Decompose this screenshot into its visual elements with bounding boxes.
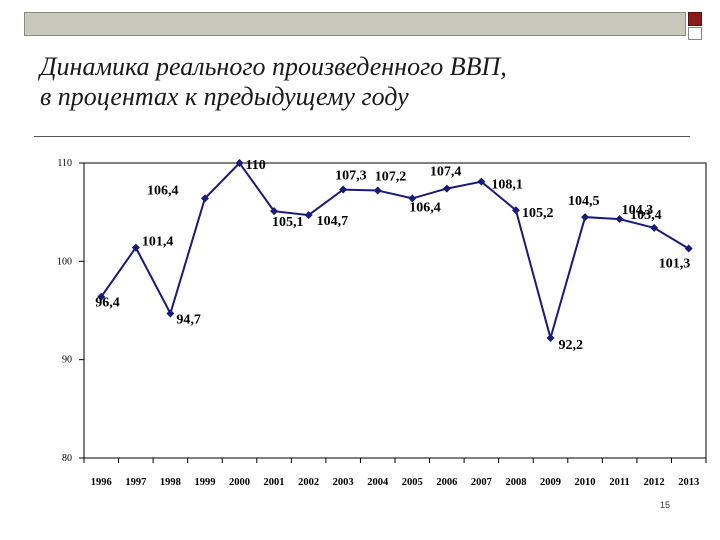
- data-point: [373, 186, 382, 195]
- series-line: [100, 161, 690, 342]
- data-point: [684, 244, 693, 253]
- data-label: 96,4: [95, 296, 120, 311]
- data-point: [166, 309, 175, 318]
- data-label: 104,3: [622, 203, 654, 218]
- data-point: [339, 185, 348, 194]
- data-label: 107,2: [375, 170, 407, 185]
- slide-title-line-1: Динамика реального произведенного ВВП,: [40, 52, 507, 81]
- x-tick-label: 2009: [540, 477, 561, 488]
- plot-area-frame: [83, 162, 707, 459]
- data-point: [581, 213, 590, 222]
- data-point: [408, 194, 417, 203]
- data-point: [270, 207, 279, 216]
- data-label: 107,3: [335, 169, 367, 184]
- data-label: 106,4: [409, 200, 441, 215]
- x-tick-label: 2011: [609, 477, 629, 488]
- data-point: [200, 194, 209, 203]
- slide-header-bar: [24, 12, 686, 36]
- data-point: [304, 211, 313, 220]
- data-label: 104,7: [317, 214, 349, 229]
- data-label: 103,4: [630, 208, 662, 223]
- data-label: 108,1: [491, 178, 523, 193]
- y-tick-label: 100: [57, 256, 72, 267]
- data-label: 105,2: [522, 206, 554, 221]
- page-number: 15: [660, 500, 671, 510]
- x-tick-label: 1997: [125, 477, 146, 488]
- x-tick-label: 2005: [402, 477, 423, 488]
- data-point: [131, 243, 140, 252]
- slide-title: Динамика реального произведенного ВВП, в…: [40, 52, 680, 112]
- data-point: [442, 184, 451, 193]
- x-tick-label: 1998: [160, 477, 181, 488]
- x-tick-label: 2013: [678, 477, 699, 488]
- data-label: 94,7: [176, 312, 201, 327]
- x-tick-label: 2002: [298, 477, 319, 488]
- data-point: [511, 206, 520, 215]
- y-tick-label: 80: [62, 453, 72, 464]
- x-tick-label: 2010: [575, 477, 596, 488]
- data-point: [235, 159, 244, 167]
- data-point: [97, 292, 106, 301]
- x-tick-label: 2001: [264, 477, 285, 488]
- x-tick-label: 2000: [229, 477, 250, 488]
- slide-corner-box: [688, 27, 702, 40]
- slide-corner-accent: [688, 12, 702, 26]
- x-tick-label: 2004: [367, 477, 389, 488]
- x-tick-label: 1999: [194, 477, 215, 488]
- data-label: 106,4: [147, 183, 179, 198]
- x-tick-label: 1996: [91, 477, 112, 488]
- x-tick-label: 2007: [471, 477, 492, 488]
- y-tick-label: 90: [62, 355, 72, 366]
- x-tick-label: 2003: [333, 477, 354, 488]
- x-tick-label: 2006: [436, 477, 457, 488]
- data-point: [477, 177, 486, 186]
- x-tick-label: 2012: [644, 477, 665, 488]
- data-point: [546, 334, 555, 343]
- data-point: [615, 215, 624, 224]
- data-label: 107,4: [430, 165, 462, 180]
- data-label: 92,2: [559, 338, 584, 353]
- title-divider: [34, 136, 690, 137]
- slide-title-line-2: в процентах к предыдущему году: [40, 82, 409, 111]
- data-point: [650, 223, 659, 232]
- data-label: 104,5: [568, 194, 600, 209]
- data-label: 101,3: [659, 257, 691, 272]
- data-label: 101,4: [142, 235, 174, 250]
- y-tick-label: 110: [57, 158, 72, 169]
- x-tick-label: 2008: [505, 477, 526, 488]
- data-label: 105,1: [272, 215, 304, 230]
- data-label: 110: [246, 158, 266, 173]
